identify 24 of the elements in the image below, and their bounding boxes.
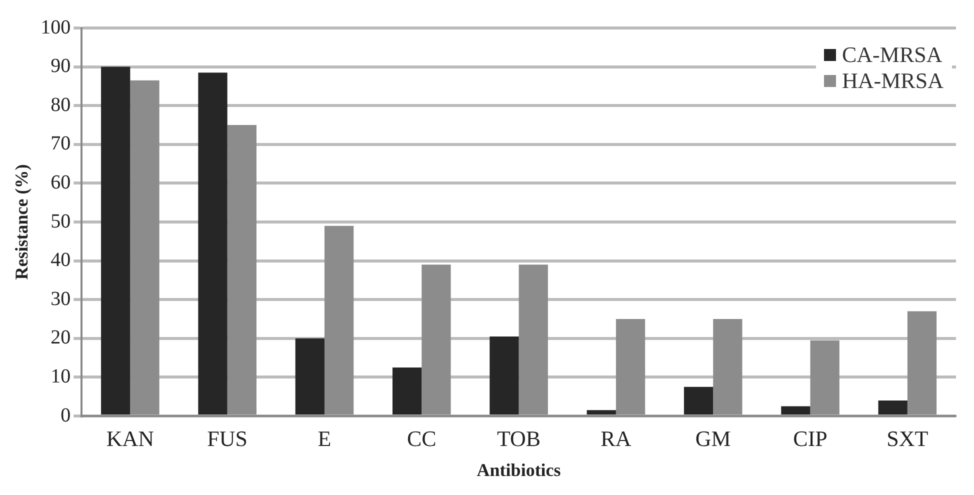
y-tick-label: 60	[50, 171, 71, 194]
x-tick-label: TOB	[496, 426, 541, 451]
x-tick-label: KAN	[106, 426, 154, 451]
y-tick-label: 20	[50, 326, 71, 349]
x-tick-label: FUS	[207, 426, 248, 451]
x-tick-label: RA	[600, 426, 632, 451]
x-axis-title: Antibiotics	[476, 460, 561, 480]
y-tick-label: 80	[50, 94, 71, 116]
y-tick-label: 100	[40, 16, 71, 38]
x-tick-label: SXT	[886, 426, 929, 451]
y-tick-label: 10	[50, 365, 71, 388]
y-tick-label: 0	[60, 404, 71, 426]
y-tick-label: 30	[50, 288, 71, 310]
y-tick-label: 40	[50, 249, 71, 272]
legend-label: CA-MRSA	[842, 42, 942, 68]
y-tick-label: 70	[50, 132, 71, 155]
y-tick-label: 50	[50, 210, 71, 232]
x-tick-label: GM	[695, 426, 731, 451]
y-tick-label: 90	[50, 55, 71, 78]
x-tick-label: CIP	[793, 426, 828, 451]
x-tick-label: CC	[406, 426, 436, 451]
x-tick-label: E	[318, 426, 332, 451]
y-axis-title: Resistance (%)	[11, 164, 32, 280]
legend-label: HA-MRSA	[842, 68, 944, 94]
